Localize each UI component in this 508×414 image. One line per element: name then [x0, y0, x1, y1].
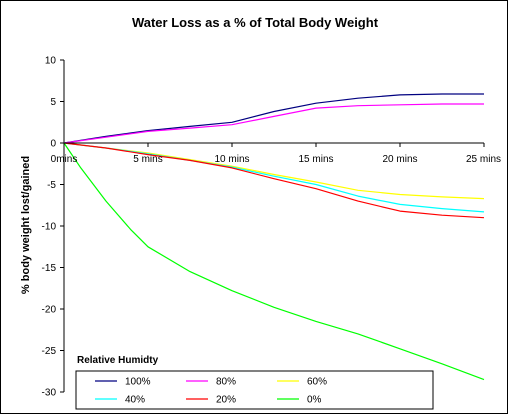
legend-title: Relative Humidty — [77, 355, 159, 366]
x-tick-label: 0mins — [51, 154, 78, 165]
series-lines — [63, 93, 485, 381]
legend-entry: 80% — [216, 377, 236, 388]
x-tick-label: 20 mins — [382, 154, 417, 165]
series-line-0pct — [63, 142, 485, 381]
legend-entry: 20% — [216, 395, 236, 406]
x-tick-label: 5 mins — [133, 154, 162, 165]
y-tick-label: -25 — [42, 346, 57, 357]
y-tick-label: 5 — [50, 97, 56, 108]
y-tick-label: 0 — [50, 139, 56, 150]
series-line-40pct — [63, 142, 485, 213]
legend-entry: 40% — [125, 395, 145, 406]
y-axis: 10 5 0 -5 -10 -15 -20 -25 -30 — [42, 56, 65, 399]
y-tick-label: -15 — [42, 263, 57, 274]
y-tick-label: -10 — [42, 222, 57, 233]
legend: Relative Humidty 100% 80% 60% 40% 20% 0% — [75, 355, 434, 410]
x-tick-label: 15 mins — [298, 154, 333, 165]
y-tick-label: -20 — [42, 305, 57, 316]
y-tick-label: 10 — [45, 56, 57, 67]
legend-entry: 100% — [125, 377, 151, 388]
x-tick-label: 25 mins — [466, 154, 501, 165]
x-axis: 0mins 5 mins 10 mins 15 mins 20 mins 25 mins — [51, 142, 501, 165]
series-line-20pct — [63, 142, 485, 219]
legend-box — [75, 370, 434, 410]
series-line-100pct — [63, 93, 484, 144]
y-tick-label: -5 — [47, 180, 56, 191]
x-tick-label: 10 mins — [214, 154, 249, 165]
chart-title: Water Loss as a % of Total Body Weight — [132, 15, 379, 30]
legend-entry: 60% — [307, 377, 327, 388]
y-tick-label: -30 — [42, 388, 57, 399]
y-axis-label: % body weight lost/gained — [20, 156, 32, 294]
legend-entry: 0% — [307, 395, 322, 406]
series-line-80pct — [63, 103, 484, 144]
